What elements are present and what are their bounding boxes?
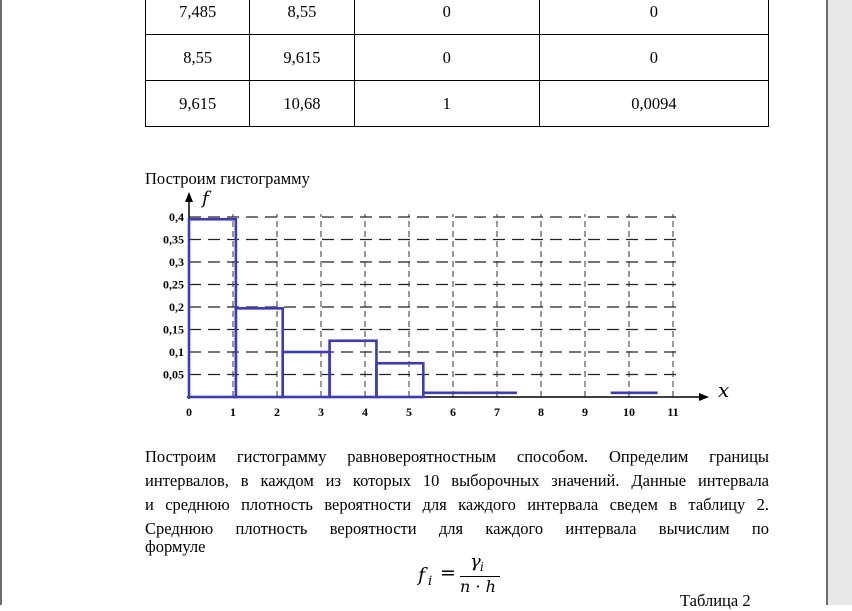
table-cell: 0	[353, 34, 540, 81]
paragraph-line-2: интервалов, в каждом из которых 10 выбор…	[145, 471, 769, 490]
chart-tick-labels: 0,05 0,1 0,15 0,2 0,25 0,3 0,35 0,4 0 1 2 3 4 5 6 7 8 9 10…	[163, 210, 679, 419]
x-tick-label: 5	[406, 405, 412, 419]
table-cell: 0,0094	[538, 80, 770, 127]
x-tick-label: 6	[450, 405, 456, 419]
table-row: 9,615 10,68 1 0,0094	[144, 80, 770, 127]
table-row: 7,485 8,55 0 0	[144, 0, 770, 35]
y-axis-label: f	[200, 190, 212, 209]
table-cell: 7,485	[144, 0, 251, 35]
formula-equals: =	[440, 562, 456, 584]
table-cell: 0	[538, 0, 770, 35]
x-axis-arrow	[699, 393, 709, 401]
table-cell: 8,55	[144, 34, 251, 81]
table-row: 8,55 9,615 0 0	[144, 34, 770, 81]
page-border-right	[826, 0, 828, 605]
intervals-table: 7,485 8,55 0 0 8,55 9,615 0 0 9,615 10,6…	[144, 0, 770, 127]
formula-fraction-bar	[460, 576, 500, 577]
intro-text: Построим гистограмму	[145, 169, 310, 188]
y-tick-label: 0,05	[163, 368, 184, 382]
y-tick-label: 0,2	[169, 300, 184, 314]
x-tick-label: 10	[623, 405, 635, 419]
density-formula: f i = γ i n · h	[418, 551, 528, 604]
histogram-chart: 0,05 0,1 0,15 0,2 0,25 0,3 0,35 0,4 0 1 2 3 4 5 6 7 8 9 10…	[163, 190, 729, 419]
formula-lhs-sub: i	[428, 574, 433, 589]
table-cell: 9,615	[249, 34, 355, 81]
table-cell: 0	[538, 34, 770, 81]
y-tick-label: 0,1	[169, 345, 184, 359]
chart-bars	[187, 217, 658, 399]
x-tick-label: 4	[362, 405, 368, 419]
y-tick-label: 0,25	[163, 278, 184, 292]
formula-numerator-sub: i	[480, 560, 484, 574]
table-cell: 8,55	[249, 0, 355, 35]
histogram-bar	[234, 307, 285, 399]
formula-lhs: f	[418, 564, 426, 586]
histogram-bar	[187, 217, 238, 399]
x-tick-label: 1	[230, 405, 236, 419]
x-tick-label: 9	[582, 405, 588, 419]
paragraph-line-5: формуле	[145, 537, 206, 556]
x-tick-label: 11	[667, 405, 678, 419]
table-cell: 0	[353, 0, 540, 35]
table-caption: Таблица 2	[680, 591, 751, 610]
formula-denominator: n · h	[460, 577, 496, 596]
table-cell: 10,68	[249, 80, 355, 127]
x-axis-label: x	[718, 378, 729, 402]
paragraph-line-3: и среднюю плотность вероятности для кажд…	[145, 495, 769, 514]
formula-numerator: γ	[470, 551, 481, 572]
y-tick-label: 0,35	[163, 233, 184, 247]
paragraph-line-4: Среднюю плотность вероятности для каждог…	[145, 519, 769, 538]
paragraph-line-1: Построим гистограмму равновероятностным …	[145, 447, 769, 466]
y-axis-arrow	[185, 192, 193, 202]
chart-grid	[189, 214, 679, 397]
table-cell: 9,615	[144, 80, 251, 127]
x-tick-label: 8	[538, 405, 544, 419]
page-edge-right	[828, 0, 852, 605]
histogram-bar	[328, 339, 378, 399]
chart-axes	[185, 192, 709, 401]
y-tick-label: 0,3	[169, 255, 184, 269]
x-tick-label: 3	[318, 405, 324, 419]
x-tick-label: 2	[274, 405, 280, 419]
page-border-left	[0, 0, 2, 605]
table-cell: 1	[353, 80, 540, 127]
y-tick-label: 0,4	[169, 210, 184, 224]
y-tick-label: 0,15	[163, 323, 184, 337]
x-tick-label: 0	[186, 405, 192, 419]
histogram-bar	[375, 361, 425, 399]
x-tick-label: 7	[494, 405, 500, 419]
